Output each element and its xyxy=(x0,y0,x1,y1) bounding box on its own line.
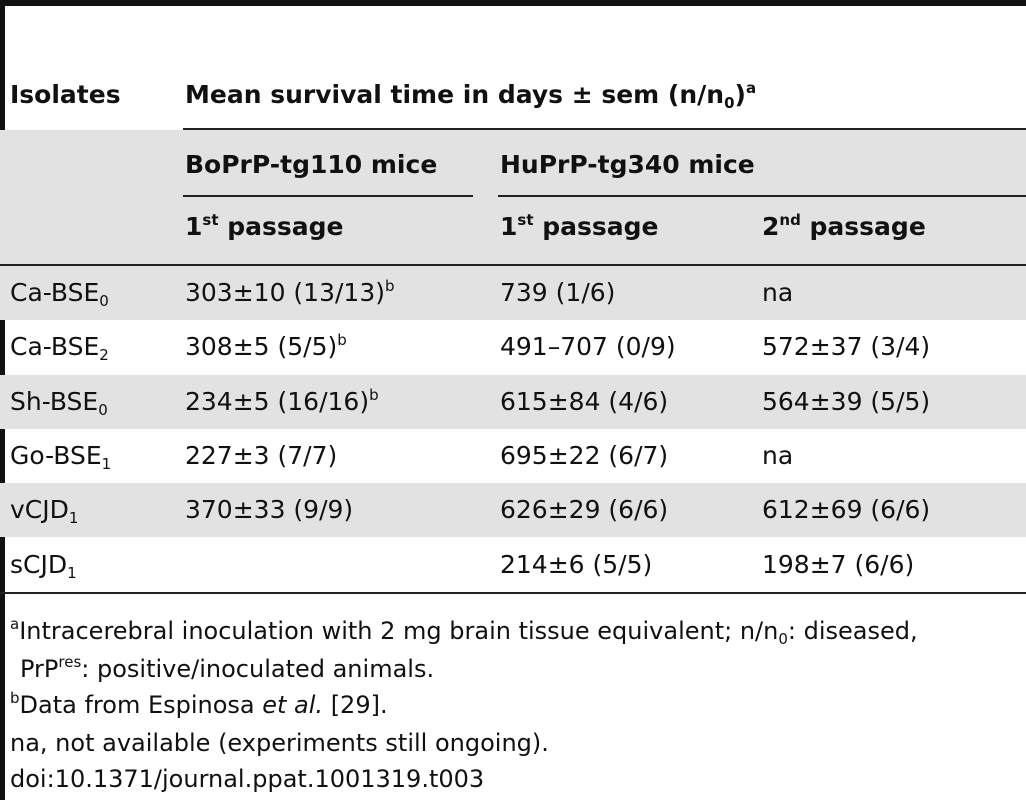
cell-huprp-passage-1: 491–707 (0/9) xyxy=(500,332,676,362)
cell-isolate: Go-BSE1 xyxy=(10,440,112,473)
cell-boprp-passage-1: 308±5 (5/5)b xyxy=(185,331,347,362)
header-hu-passage-1: 1st passage xyxy=(500,211,659,241)
header-boprp-group: BoPrP-tg110 mice xyxy=(185,150,438,179)
cell-huprp-passage-1: 214±6 (5/5) xyxy=(500,549,653,579)
cell-huprp-passage-2: 198±7 (6/6) xyxy=(762,549,915,579)
cell-huprp-passage-2: 572±37 (3/4) xyxy=(762,332,931,362)
table-bottom-rule xyxy=(0,592,1026,594)
cell-boprp-passage-1: 303±10 (13/13)b xyxy=(185,277,395,307)
cell-huprp-passage-1: 615±84 (4/6) xyxy=(500,386,669,416)
header-huprp-group: HuPrP-tg340 mice xyxy=(500,150,755,179)
cell-isolate: Sh-BSE0 xyxy=(10,386,108,419)
cell-huprp-passage-1: 695±22 (6/7) xyxy=(500,440,669,470)
footnote-a: aIntracerebral inoculation with 2 mg bra… xyxy=(10,615,918,648)
header-hu-passage-2: 2nd passage xyxy=(762,211,926,241)
header-bo-passage-1: 1st passage xyxy=(185,211,344,241)
cell-huprp-passage-2: 564±39 (5/5) xyxy=(762,386,931,416)
cell-huprp-passage-1: 626±29 (6/6) xyxy=(500,495,669,525)
cell-isolate: Ca-BSE0 xyxy=(10,278,109,310)
header-bottom-rule xyxy=(0,264,1026,266)
cell-huprp-passage-2: na xyxy=(762,278,794,307)
header-mean-survival: Mean survival time in days ± sem (n/n0)a xyxy=(185,79,757,112)
cell-boprp-passage-1: 370±33 (9/9) xyxy=(185,495,354,525)
header-band xyxy=(0,130,1026,265)
cell-isolate: Ca-BSE2 xyxy=(10,332,109,365)
doi-link[interactable]: doi:10.1371/journal.ppat.1001319.t003 xyxy=(10,765,485,793)
cell-isolate: vCJD1 xyxy=(10,495,79,528)
header-rule-boprp xyxy=(183,195,473,197)
cell-boprp-passage-1: 234±5 (16/16)b xyxy=(185,385,379,416)
row-band xyxy=(0,266,1026,321)
row-band xyxy=(0,374,1026,429)
footnote-b: bData from Espinosa et al. [29]. xyxy=(10,689,388,720)
header-isolates: Isolates xyxy=(10,80,121,109)
cell-isolate: sCJD1 xyxy=(10,549,77,582)
cell-huprp-passage-2: na xyxy=(762,440,794,470)
top-rule xyxy=(0,0,1026,6)
cell-boprp-passage-1: 227±3 (7/7) xyxy=(185,440,338,470)
footnote-na: na, not available (experiments still ong… xyxy=(10,729,549,757)
header-rule-huprp xyxy=(498,195,1026,197)
cell-huprp-passage-2: 612±69 (6/6) xyxy=(762,495,931,525)
cell-huprp-passage-1: 739 (1/6) xyxy=(500,278,616,307)
row-band xyxy=(0,483,1026,538)
footnote-a-continued: PrPres: positive/inoculated animals. xyxy=(20,653,435,684)
header-rule-1 xyxy=(183,128,1026,130)
